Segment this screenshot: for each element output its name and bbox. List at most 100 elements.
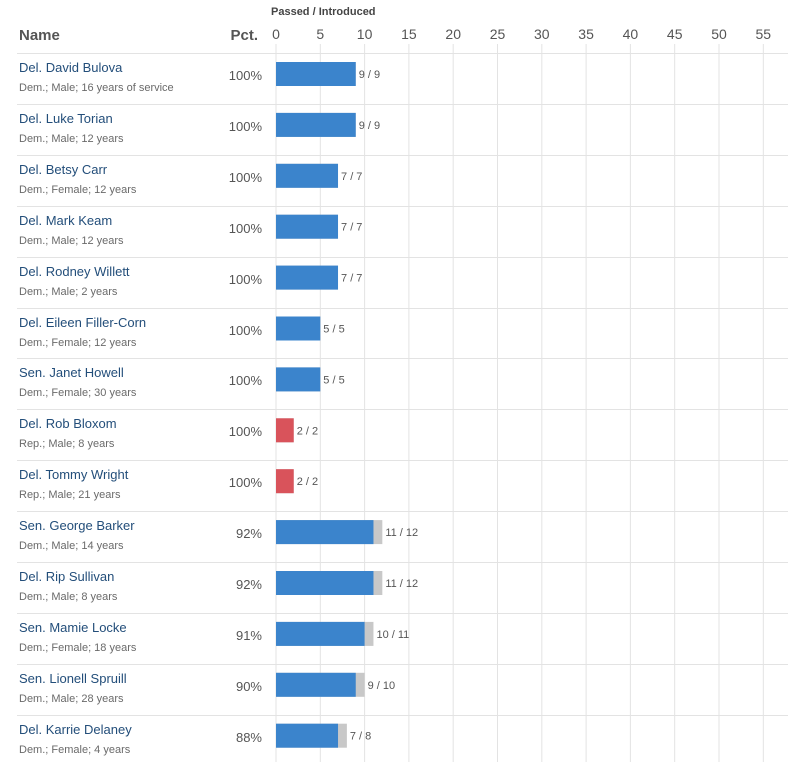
bar-data-label: 7 / 7 (341, 171, 362, 183)
passed-bar (276, 316, 321, 341)
legislator-details: Rep.; Male; 8 years (19, 438, 115, 451)
bar-data-label: 5 / 5 (323, 324, 344, 336)
legislator-row[interactable]: Del. Rob Bloxom Rep.; Male; 8 years 100% (0, 409, 794, 460)
row-divider (17, 205, 788, 207)
legislator-name-link[interactable]: Del. Mark Keam (19, 212, 113, 228)
bar-data-label: 7 / 7 (341, 273, 362, 285)
row-divider (17, 714, 788, 716)
legislator-details: Dem.; Female; 12 years (19, 183, 137, 196)
row-divider (17, 612, 788, 614)
pass-percentage: 100% (228, 118, 262, 134)
legislator-row[interactable]: Sen. George Barker Dem.; Male; 14 years 92… (0, 511, 794, 562)
legislator-row[interactable]: Del. David Bulova Dem.; Male; 16 years of… (0, 53, 794, 104)
passed-bar (276, 723, 339, 748)
pass-percentage: 100% (228, 424, 262, 440)
legislator-name-link[interactable]: Del. Karrie Delaney (19, 721, 132, 737)
legislator-row[interactable]: Del. Rodney Willett Dem.; Male; 2 years 10… (0, 256, 794, 308)
legislator-name-link[interactable]: Sen. Lionell Spruill (19, 670, 127, 686)
bar-data-label: 9 / 9 (359, 69, 380, 81)
row-divider (17, 511, 788, 513)
legislator-row[interactable]: Del. Rip Sullivan Dem.; Male; 8 years 92% (0, 562, 794, 613)
column-header-name[interactable]: Name (19, 27, 60, 44)
pass-percentage: 92% (235, 577, 262, 592)
passed-bar (276, 214, 339, 239)
legislator-row[interactable]: Del. Betsy Carr Dem.; Female; 12 years 100… (0, 154, 794, 206)
pass-percentage: 100% (228, 68, 262, 83)
legislator-name-link[interactable]: Del. Rodney Willett (19, 263, 130, 279)
legislator-details: Dem.; Male; 16 years of service (19, 82, 174, 94)
pass-percentage: 100% (228, 271, 262, 287)
legislator-name-link[interactable]: Del. Eileen Filler-Corn (19, 314, 147, 330)
row-divider (17, 663, 788, 665)
bar-data-label: 11 / 12 (385, 527, 418, 539)
x-tick-label: 15 (401, 26, 417, 42)
passed-bar (276, 469, 294, 494)
bar-data-label: 7 / 7 (341, 222, 362, 234)
legislator-name-link[interactable]: Del. Tommy Wright (19, 467, 129, 483)
bar-data-label: 2 / 2 (297, 425, 318, 437)
pass-percentage: 92% (235, 526, 262, 542)
pass-percentage: 90% (235, 678, 262, 694)
passed-bar (276, 265, 339, 290)
row-divider (17, 460, 788, 462)
legislator-name-link[interactable]: Del. Rob Bloxom (19, 416, 117, 432)
legislator-details: Dem.; Male; 12 years (19, 132, 124, 145)
pass-percentage: 91% (235, 627, 262, 643)
bar-data-label: 2 / 2 (297, 476, 318, 488)
row-divider (17, 307, 788, 309)
row-divider (17, 103, 788, 105)
legislator-row[interactable]: Del. Mark Keam Dem.; Male; 12 years 100% (0, 205, 794, 257)
legislator-row[interactable]: Del. Karrie Delaney Dem.; Female; 4 years… (0, 714, 794, 766)
pass-percentage: 100% (228, 220, 262, 236)
bar-data-label: 11 / 12 (385, 578, 418, 590)
legislator-details: Dem.; Male; 2 years (19, 285, 118, 298)
legislator-details: Dem.; Female; 4 years (19, 743, 131, 756)
bar-data-label: 5 / 5 (323, 374, 344, 386)
legislator-name-link[interactable]: Del. David Bulova (19, 60, 123, 75)
bar-data-label: 9 / 9 (359, 120, 380, 132)
legislator-details: Dem.; Male; 28 years (19, 692, 124, 705)
row-divider (17, 562, 788, 563)
legislator-name-link[interactable]: Del. Luke Torian (19, 110, 113, 126)
legislator-row[interactable]: Del. Luke Torian Dem.; Male; 12 years 100% (0, 103, 794, 155)
x-tick-label: 0 (272, 26, 280, 42)
bar-data-label: 10 / 11 (376, 629, 409, 641)
bar-data-label: 7 / 8 (350, 731, 371, 743)
legislator-row[interactable]: Del. Tommy Wright Rep.; Male; 21 years 100… (0, 460, 794, 511)
bars: 9 / 9 9 / 9 7 / 7 7 / 7 7 / 7 5 / 5 5 / 5 2 / 2… (276, 62, 418, 748)
x-tick-label: 35 (578, 26, 594, 42)
x-axis-ticks: 0 5 10 15 20 25 30 35 40 45 50 55 (272, 26, 771, 42)
legislator-row[interactable]: Del. Eileen Filler-Corn Dem.; Female; 12 … (0, 307, 794, 359)
x-tick-label: 30 (534, 26, 550, 42)
passed-bar (276, 62, 356, 86)
legislator-name-link[interactable]: Del. Rip Sullivan (19, 569, 115, 584)
legislator-name-link[interactable]: Sen. Janet Howell (19, 365, 124, 381)
x-tick-label: 45 (667, 26, 683, 42)
x-tick-label: 5 (316, 26, 324, 42)
row-divider (17, 409, 788, 411)
passed-bar (276, 112, 356, 137)
x-tick-label: 55 (756, 26, 772, 42)
passed-bar (276, 571, 374, 595)
legislator-details: Dem.; Male; 8 years (19, 591, 118, 603)
legislator-details: Dem.; Male; 12 years (19, 234, 124, 247)
axis-title: Passed / Introduced (271, 6, 376, 18)
legislator-details: Rep.; Male; 21 years (19, 489, 121, 502)
legislator-name-link[interactable]: Sen. George Barker (19, 518, 135, 534)
passed-bar (276, 672, 356, 697)
legislator-details: Dem.; Male; 14 years (19, 540, 124, 553)
passed-bar (276, 367, 321, 392)
x-tick-label: 10 (357, 26, 373, 42)
pass-percentage: 88% (235, 729, 262, 745)
legislator-row[interactable]: Sen. Mamie Locke Dem.; Female; 18 years 91… (0, 612, 794, 664)
column-header-pct[interactable]: Pct. (230, 27, 258, 44)
legislator-name-link[interactable]: Sen. Mamie Locke (19, 619, 127, 635)
legislator-details: Dem.; Female; 18 years (19, 641, 137, 654)
legislator-name-link[interactable]: Del. Betsy Carr (19, 161, 108, 177)
legislator-row[interactable]: Sen. Lionell Spruill Dem.; Male; 28 years… (0, 663, 794, 715)
legislator-details: Dem.; Female; 12 years (19, 336, 137, 349)
legislator-row[interactable]: Sen. Janet Howell Dem.; Female; 30 years 1… (0, 358, 794, 409)
passed-bar (276, 418, 294, 443)
legislator-details: Dem.; Female; 30 years (19, 387, 137, 400)
